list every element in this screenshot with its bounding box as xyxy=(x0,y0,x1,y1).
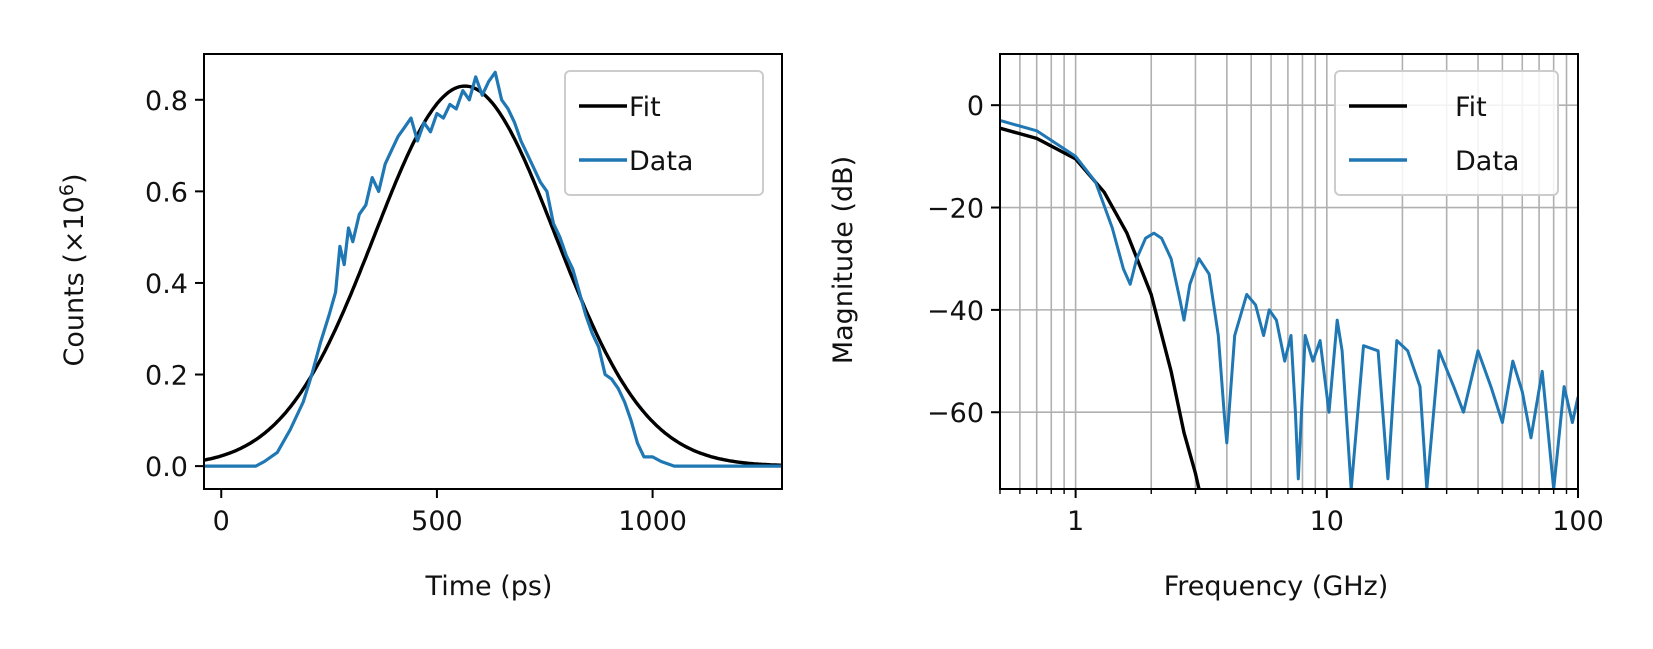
time-domain-plot-area xyxy=(204,70,782,468)
frequency-domain-y-axis-label: Magnitude (dB) xyxy=(828,156,859,364)
series-line-fit xyxy=(204,84,782,467)
time-domain-axes: 0 500 1000 0.0 0.2 0.4 0.6 0.8 xyxy=(145,53,783,537)
y-tick-label: 0.2 xyxy=(145,361,188,392)
plot-frame xyxy=(999,53,1579,490)
time-domain-y-axis-label: Counts (×106) xyxy=(56,174,90,367)
series-line-data xyxy=(1000,119,1578,489)
x-tick-label: 1000 xyxy=(618,506,687,537)
plot-frame xyxy=(203,53,783,490)
y-tick-label: 0.8 xyxy=(145,86,188,117)
legend-label-data: Data xyxy=(629,146,693,177)
x-tick-label: 0 xyxy=(213,506,230,537)
frequency-domain-legend: Fit Data xyxy=(1334,70,1559,196)
frequency-domain-chart: 1 10 100 0 −20 −40 −60 Frequency (GHz) Magnitu… xyxy=(828,53,1604,602)
y-axis-label-close: ) xyxy=(59,174,90,185)
time-domain-legend: Fit Data xyxy=(564,70,764,196)
y-axis-label-exponent: 6 xyxy=(56,184,78,196)
x-tick-label: 100 xyxy=(1552,506,1604,537)
y-tick-label: 0 xyxy=(967,91,984,122)
legend-box xyxy=(564,70,764,196)
y-tick-label: 0.0 xyxy=(145,452,188,483)
legend-box xyxy=(1334,70,1559,196)
y-axis-label-main: Counts (×10 xyxy=(59,196,90,366)
x-tick-label: 10 xyxy=(1310,506,1344,537)
y-tick-label: 0.6 xyxy=(145,177,188,208)
series-line-fit xyxy=(1000,126,1201,489)
legend-label-fit: Fit xyxy=(629,92,661,123)
x-tick-label: 1 xyxy=(1067,506,1084,537)
frequency-domain-plot-area xyxy=(1000,119,1578,489)
legend-label-fit: Fit xyxy=(1455,92,1487,123)
y-tick-label: −20 xyxy=(927,194,984,225)
frequency-domain-axes: 1 10 100 0 −20 −40 −60 xyxy=(927,53,1604,537)
time-domain-chart: 0 500 1000 0.0 0.2 0.4 0.6 0.8 Time (ps) Counts… xyxy=(56,53,783,602)
x-tick-label: 500 xyxy=(411,506,463,537)
series-line-data xyxy=(204,70,782,468)
frequency-domain-x-axis-label: Frequency (GHz) xyxy=(1164,571,1389,602)
y-tick-label: −60 xyxy=(927,398,984,429)
time-domain-x-axis-label: Time (ps) xyxy=(425,571,553,602)
legend-label-data: Data xyxy=(1455,146,1519,177)
y-tick-label: −40 xyxy=(927,296,984,327)
y-tick-label: 0.4 xyxy=(145,269,188,300)
